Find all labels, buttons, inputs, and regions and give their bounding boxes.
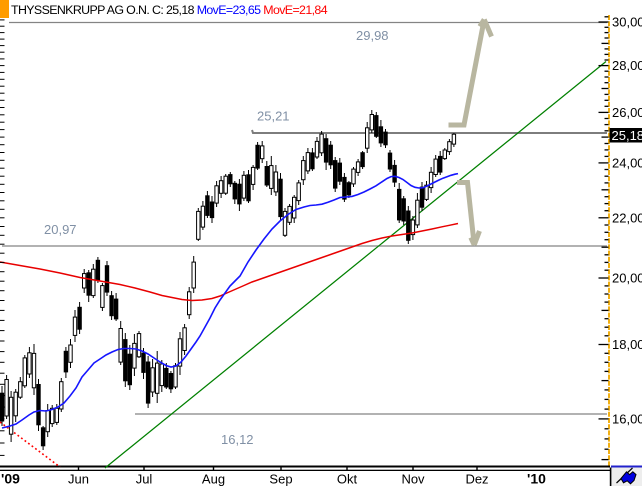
svg-text:18,00: 18,00: [612, 337, 642, 352]
svg-text:26,00: 26,00: [612, 105, 642, 120]
svg-text:Dez: Dez: [465, 472, 488, 487]
svg-text:25,21: 25,21: [257, 109, 290, 124]
svg-text:29,98: 29,98: [356, 28, 389, 43]
svg-text:22,00: 22,00: [612, 210, 642, 225]
svg-text:24,00: 24,00: [612, 155, 642, 170]
svg-text:'09: '09: [1, 471, 20, 487]
svg-text:20,97: 20,97: [44, 222, 77, 237]
svg-text:'10: '10: [527, 471, 546, 487]
svg-text:16,12: 16,12: [221, 432, 254, 447]
svg-text:25,18: 25,18: [612, 128, 642, 143]
svg-text:Sep: Sep: [269, 472, 292, 487]
svg-text:Nov: Nov: [401, 472, 425, 487]
svg-text:Jun: Jun: [68, 472, 89, 487]
svg-text:16,00: 16,00: [612, 411, 642, 426]
svg-text:Jul: Jul: [136, 472, 153, 487]
svg-text:Okt: Okt: [337, 472, 358, 487]
svg-text:THYSSENKRUPP AG O.N. C: 25,18: THYSSENKRUPP AG O.N. C: 25,18 MovE=23,65…: [11, 3, 328, 17]
svg-text:28,00: 28,00: [612, 58, 642, 73]
svg-text:20,00: 20,00: [612, 271, 642, 286]
svg-text:30,00: 30,00: [612, 15, 642, 30]
svg-text:Aug: Aug: [202, 472, 225, 487]
